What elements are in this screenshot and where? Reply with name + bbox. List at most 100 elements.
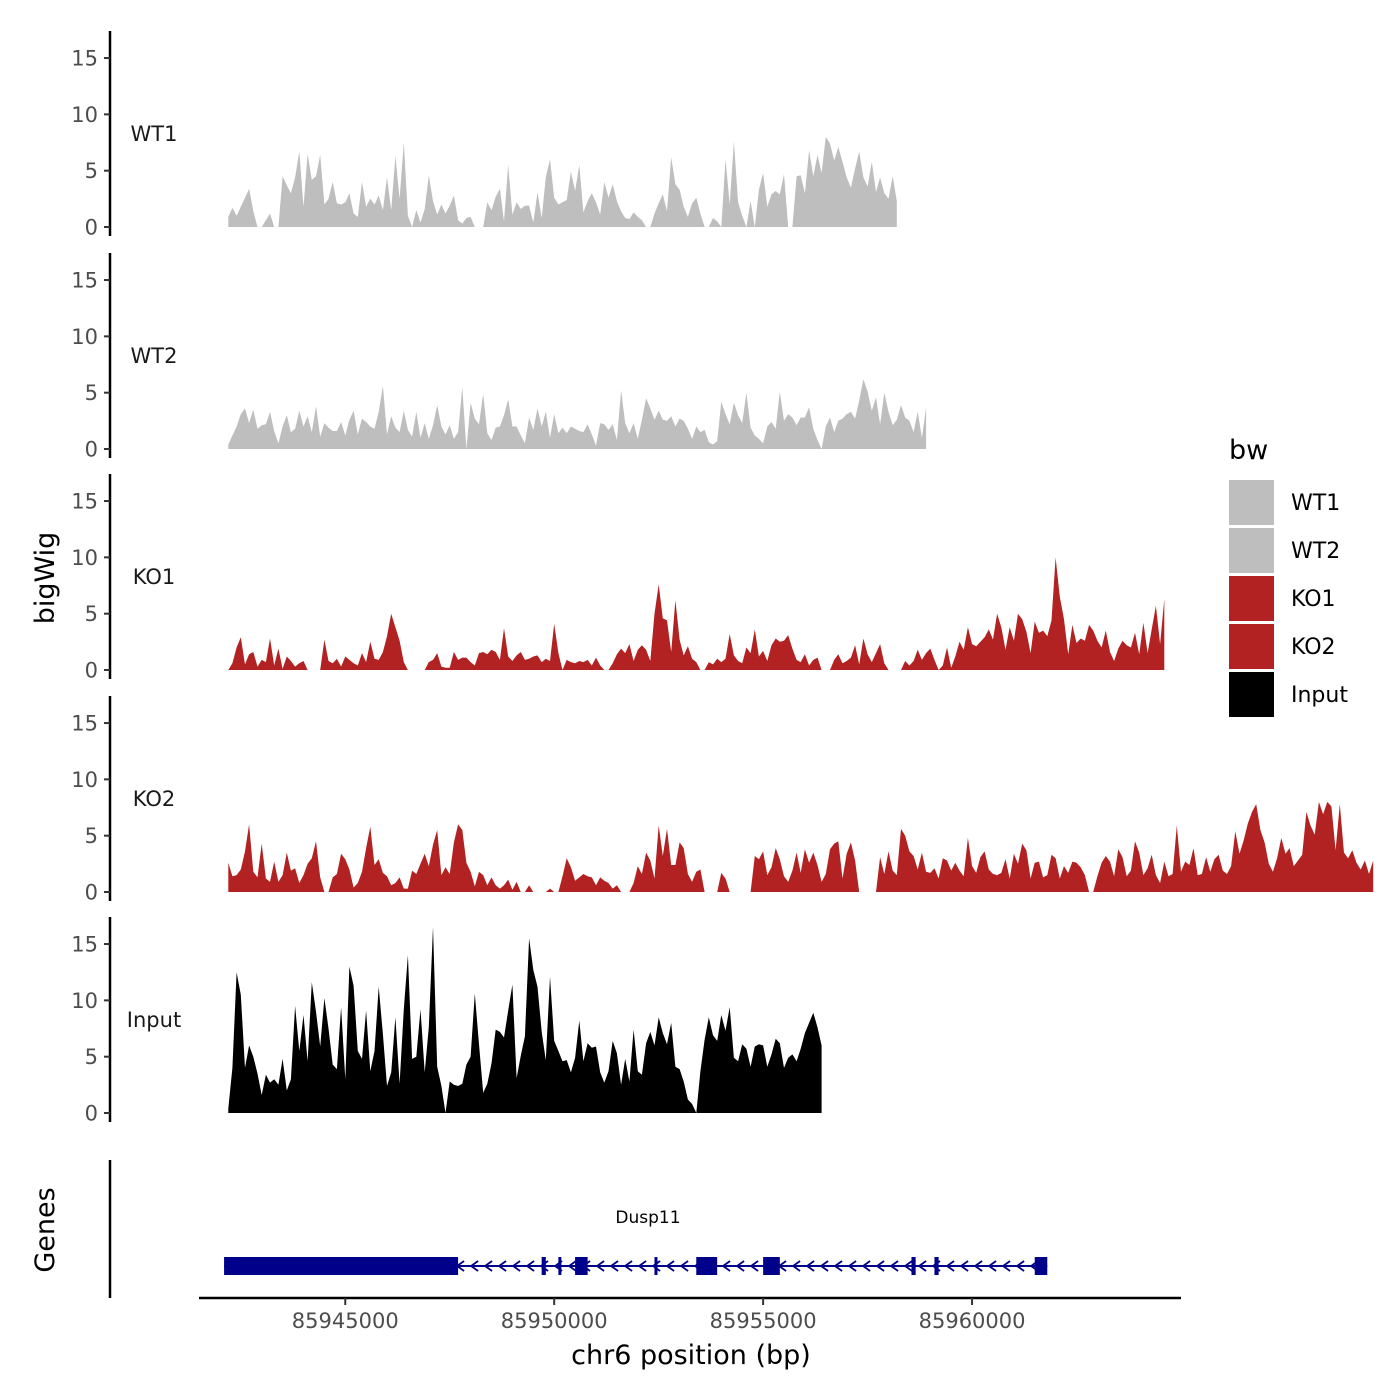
gene-exon: [575, 1257, 588, 1275]
legend-key-ko1: [1229, 576, 1274, 621]
y-tick-label: 15: [71, 47, 98, 71]
coverage-area-ko1: [228, 557, 1165, 670]
strand-arrow: [525, 1260, 535, 1272]
strand-arrow: [833, 1260, 843, 1272]
legend-label-input: Input: [1291, 683, 1348, 708]
legend-key-wt1: [1229, 480, 1274, 525]
bigwig-tracks: 0 5 10 15 WT1 0 5 10 15 WT2 0 5 10 15 KO1 0 5 10 15 KO2 0 5 10…: [71, 31, 1374, 1126]
strand-arrow: [721, 1260, 731, 1272]
legend-key-wt2: [1229, 528, 1274, 573]
track-ko1: 0 5 10 15 KO1: [71, 474, 1165, 683]
x-axis: 85945000 85950000 85955000 85960000: [199, 1296, 1181, 1333]
gene-name-label: Dusp11: [615, 1208, 680, 1228]
strand-arrow: [805, 1260, 815, 1272]
strand-arrow: [735, 1260, 745, 1272]
y-tick-label: 0: [85, 1102, 98, 1126]
gene-track: Dusp11: [108, 1160, 1048, 1298]
y-tick-label: 15: [71, 490, 98, 514]
y-tick-label: 5: [85, 602, 98, 626]
strand-arrow: [651, 1260, 661, 1272]
strand-arrow: [637, 1260, 647, 1272]
y-tick-label: 0: [85, 438, 98, 462]
track-wt1: 0 5 10 15 WT1: [71, 31, 897, 240]
gene-exon: [224, 1257, 459, 1275]
track-label: WT2: [131, 344, 178, 368]
y-tick-label: 0: [85, 659, 98, 683]
strand-arrow: [595, 1260, 605, 1272]
gene-exon: [1034, 1257, 1048, 1275]
x-tick-label: 85955000: [710, 1309, 817, 1333]
gene-exon: [558, 1257, 562, 1275]
track-label: WT1: [131, 122, 178, 146]
gene-exon: [763, 1257, 780, 1275]
strand-arrow: [847, 1260, 857, 1272]
legend-key-input: [1229, 672, 1274, 717]
y-tick-label: 10: [71, 989, 98, 1013]
y-tick-label: 5: [85, 1045, 98, 1069]
legend-label-ko2: KO2: [1291, 635, 1336, 660]
y-axis-title: bigWig: [30, 532, 61, 625]
strand-arrow: [889, 1260, 899, 1272]
y-tick-label: 10: [71, 103, 98, 127]
strand-arrow: [1015, 1260, 1025, 1272]
strand-arrow: [609, 1260, 619, 1272]
track-input: 0 5 10 15 Input: [71, 917, 822, 1126]
track-wt2: 0 5 10 15 WT2: [71, 253, 927, 462]
legend-label-ko1: KO1: [1291, 587, 1336, 612]
strand-arrow: [497, 1260, 507, 1272]
y-tick-label: 15: [71, 269, 98, 293]
legend-key-ko2: [1229, 624, 1274, 669]
x-tick-label: 85945000: [292, 1309, 399, 1333]
strand-arrow: [623, 1260, 633, 1272]
y-tick-label: 10: [71, 325, 98, 349]
y-tick-label: 10: [71, 546, 98, 570]
strand-arrow: [903, 1260, 913, 1272]
gene-exon: [541, 1257, 546, 1275]
strand-arrow: [511, 1260, 521, 1272]
strand-arrow: [973, 1260, 983, 1272]
track-label: KO1: [133, 565, 176, 589]
track-ko2: 0 5 10 15 KO2: [71, 696, 1374, 905]
strand-arrow: [987, 1260, 997, 1272]
strand-arrow: [819, 1260, 829, 1272]
strand-arrow: [665, 1260, 675, 1272]
y-tick-label: 0: [85, 881, 98, 905]
y-tick-label: 5: [85, 381, 98, 405]
y-tick-label: 15: [71, 933, 98, 957]
strand-arrow: [483, 1260, 493, 1272]
coverage-area-input: [228, 927, 822, 1113]
y-tick-label: 0: [85, 216, 98, 240]
strand-arrow: [679, 1260, 689, 1272]
y-tick-label: 10: [71, 768, 98, 792]
gene-exon: [934, 1257, 939, 1275]
track-label: Input: [127, 1008, 181, 1032]
legend-title: bw: [1229, 435, 1268, 466]
strand-arrow: [861, 1260, 871, 1272]
genes-axis-title: Genes: [30, 1187, 61, 1272]
gene-exon: [911, 1257, 916, 1275]
legend: bw WT1 WT2 KO1 KO2 Input: [1229, 435, 1348, 717]
strand-arrow: [469, 1260, 479, 1272]
strand-arrow: [791, 1260, 801, 1272]
strand-arrow: [567, 1260, 577, 1272]
strand-arrow: [749, 1260, 759, 1272]
x-axis-title: chr6 position (bp): [571, 1340, 811, 1371]
strand-arrow: [959, 1260, 969, 1272]
legend-label-wt2: WT2: [1291, 539, 1340, 564]
track-label: KO2: [133, 787, 176, 811]
y-tick-label: 15: [71, 712, 98, 736]
y-tick-label: 5: [85, 159, 98, 183]
x-tick-label: 85960000: [919, 1309, 1026, 1333]
gene-exon: [696, 1257, 718, 1275]
y-tick-label: 5: [85, 824, 98, 848]
legend-label-wt1: WT1: [1291, 491, 1340, 516]
strand-arrow: [917, 1260, 927, 1272]
strand-arrow: [945, 1260, 955, 1272]
x-tick-label: 85950000: [501, 1309, 608, 1333]
strand-arrow: [1001, 1260, 1011, 1272]
gene-exon: [654, 1257, 658, 1275]
coverage-area-wt1: [228, 136, 897, 227]
coverage-area-wt2: [228, 379, 927, 449]
coverage-area-ko2: [228, 801, 1374, 892]
